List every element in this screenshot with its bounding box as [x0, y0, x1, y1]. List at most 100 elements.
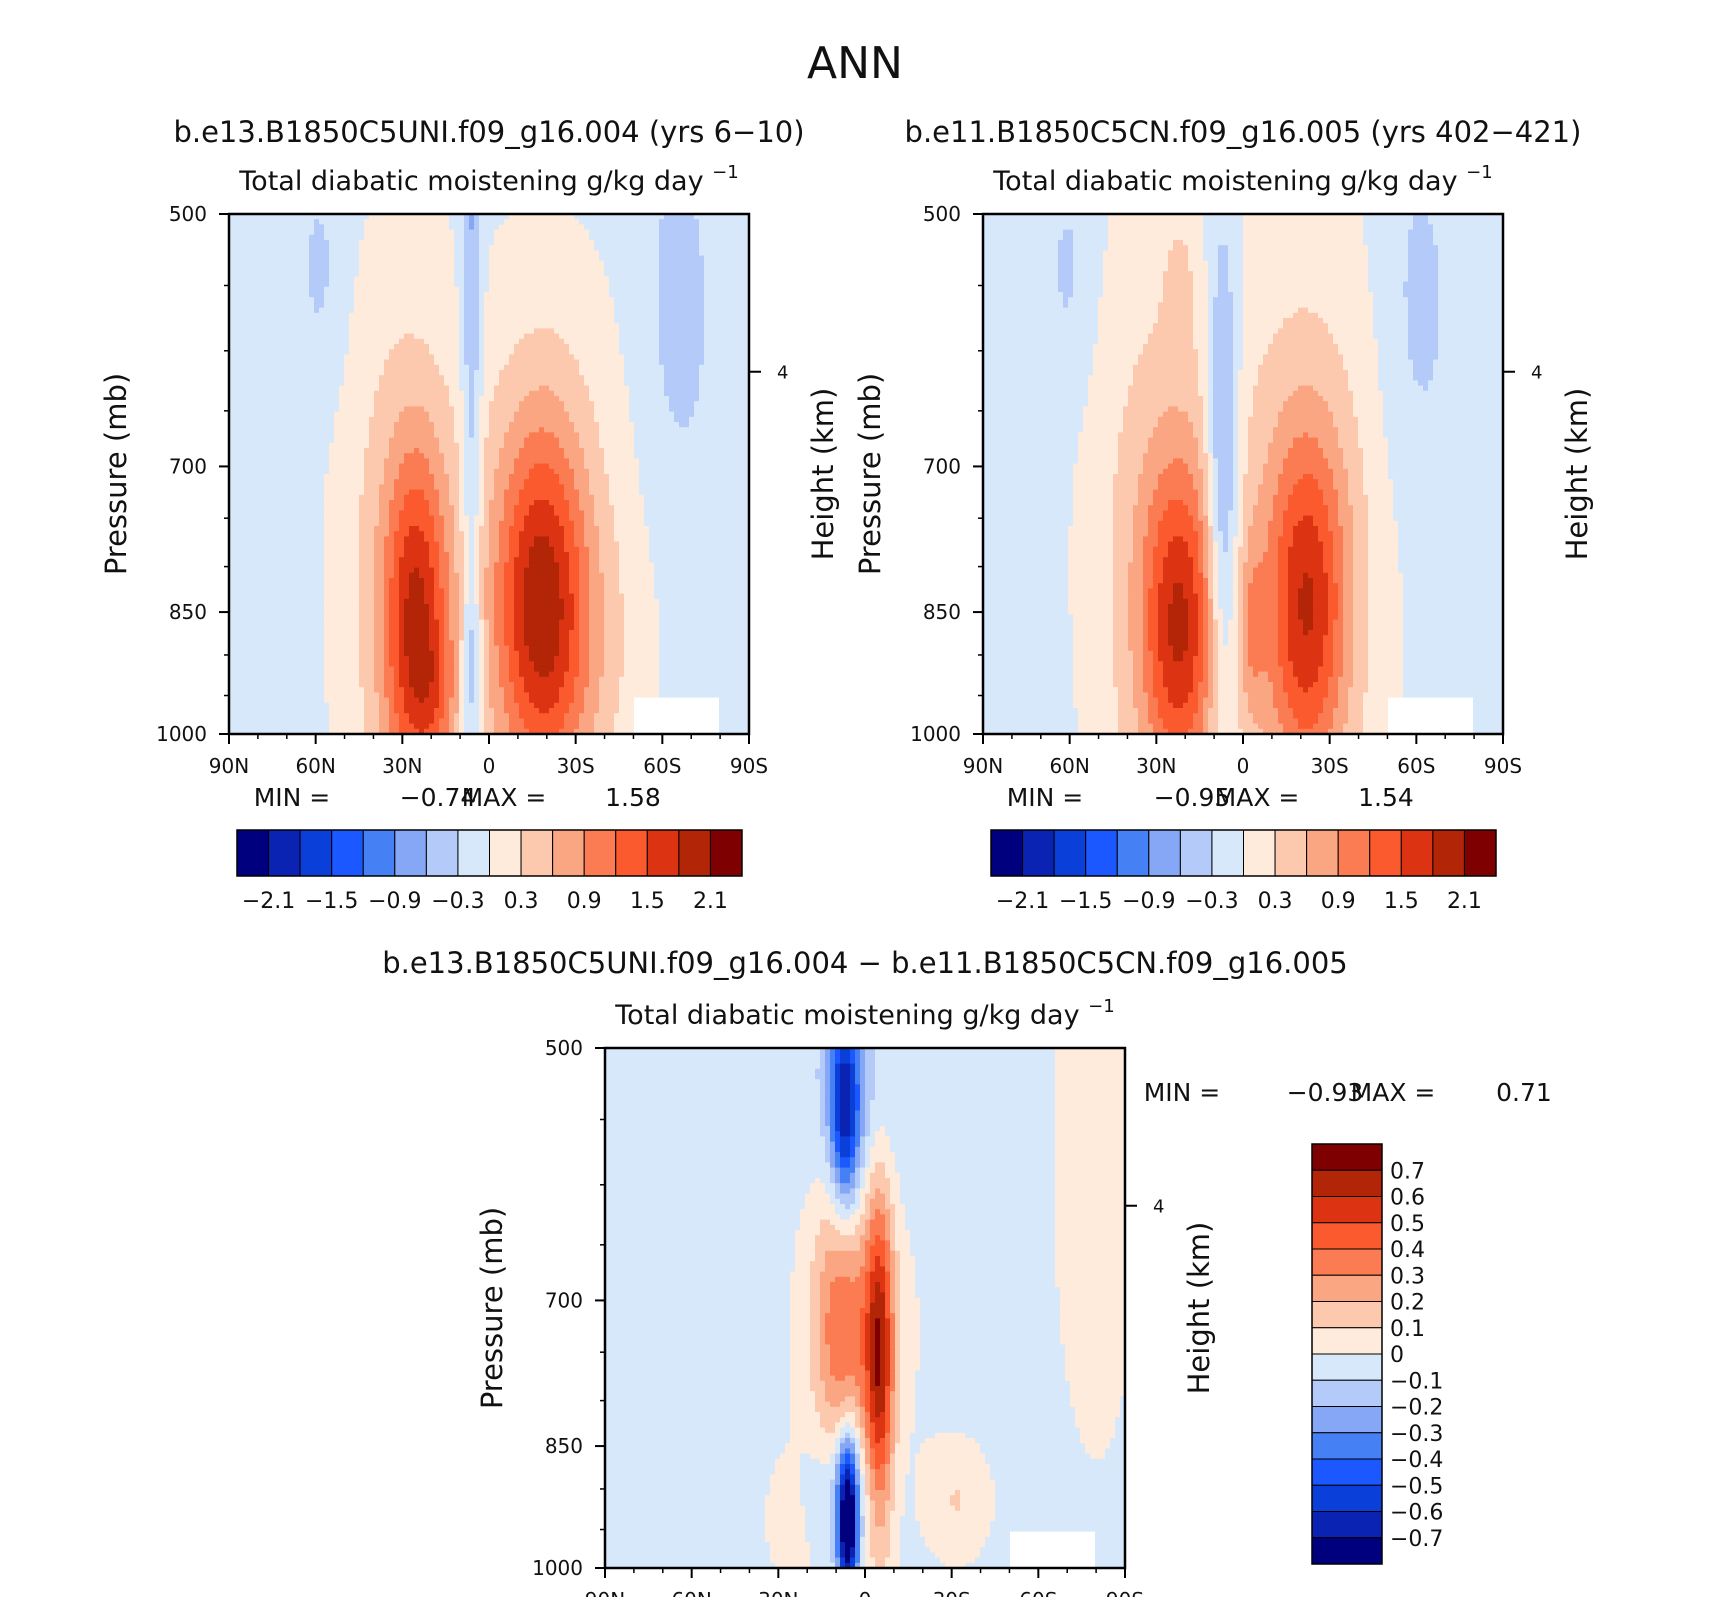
field-cell	[614, 375, 620, 381]
field-cell	[369, 250, 375, 257]
field-cell	[309, 333, 315, 340]
field-cell	[449, 458, 455, 465]
field-cell	[669, 323, 675, 329]
field-cell	[524, 255, 530, 262]
field-cell	[519, 453, 525, 459]
field-cell	[689, 390, 695, 397]
field-cell	[434, 276, 440, 283]
field-cell	[649, 338, 655, 345]
field-cell	[499, 375, 505, 381]
field-cell	[479, 219, 485, 225]
field-cell	[419, 364, 425, 371]
field-cell	[379, 349, 385, 355]
field-cell	[409, 323, 415, 329]
field-cell	[274, 370, 280, 376]
field-cell	[454, 338, 460, 345]
field-cell	[609, 442, 615, 449]
field-cell	[454, 276, 460, 283]
field-cell	[639, 380, 645, 387]
field-cell	[319, 349, 325, 355]
field-cell	[419, 437, 425, 444]
field-cell	[719, 323, 725, 329]
field-cell	[344, 406, 350, 413]
field-cell	[669, 292, 675, 298]
field-cell	[524, 302, 530, 309]
field-cell	[699, 312, 705, 319]
field-cell	[604, 271, 610, 277]
field-cell	[444, 354, 450, 361]
field-cell	[399, 255, 405, 262]
field-cell	[349, 312, 355, 319]
field-cell	[709, 370, 715, 376]
field-cell	[304, 266, 310, 272]
field-cell	[679, 385, 685, 392]
field-cell	[459, 255, 465, 262]
field-cell	[449, 250, 455, 257]
field-cell	[699, 297, 705, 303]
field-cell	[474, 422, 480, 428]
field-cell	[429, 250, 435, 257]
field-cell	[439, 406, 445, 413]
field-cell	[394, 453, 400, 459]
field-cell	[539, 375, 545, 381]
field-cell	[594, 292, 600, 298]
field-cell	[589, 385, 595, 392]
field-cell	[569, 437, 575, 444]
field-cell	[304, 364, 310, 371]
field-cell	[484, 422, 490, 428]
field-cell	[269, 214, 275, 220]
field-cell	[429, 260, 435, 267]
field-cell	[279, 344, 285, 350]
field-cell	[324, 245, 330, 251]
field-cell	[664, 453, 670, 459]
field-cell	[619, 286, 625, 293]
field-cell	[539, 364, 545, 371]
field-cell	[674, 318, 680, 324]
field-cell	[254, 297, 260, 303]
field-cell	[644, 255, 650, 262]
field-cell	[374, 437, 380, 444]
field-cell	[469, 448, 475, 454]
field-cell	[499, 453, 505, 459]
field-cell	[289, 448, 295, 454]
field-cell	[264, 266, 270, 272]
field-cell	[559, 250, 565, 257]
field-cell	[399, 328, 405, 335]
field-cell	[374, 292, 380, 298]
field-cell	[379, 364, 385, 371]
field-cell	[439, 416, 445, 423]
field-cell	[444, 328, 450, 335]
field-cell	[504, 364, 510, 371]
field-cell	[599, 364, 605, 371]
field-cell	[394, 370, 400, 376]
field-cell	[359, 406, 365, 413]
field-cell	[624, 234, 630, 241]
field-cell	[484, 416, 490, 423]
field-cell	[559, 286, 565, 293]
field-cell	[349, 318, 355, 324]
field-cell	[629, 245, 635, 251]
field-cell	[654, 266, 660, 272]
field-cell	[299, 255, 305, 262]
field-cell	[704, 266, 710, 272]
field-cell	[639, 255, 645, 262]
field-cell	[714, 427, 720, 433]
field-cell	[609, 318, 615, 324]
field-cell	[269, 224, 275, 231]
field-cell	[324, 349, 330, 355]
field-cell	[559, 292, 565, 298]
field-cell	[424, 432, 430, 439]
field-cell	[344, 375, 350, 381]
field-cell	[244, 442, 250, 449]
field-cell	[409, 214, 415, 220]
field-cell	[484, 458, 490, 465]
field-cell	[494, 411, 500, 418]
field-cell	[419, 234, 425, 241]
field-cell	[259, 271, 265, 277]
field-cell	[229, 271, 235, 277]
field-cell	[479, 437, 485, 444]
field-cell	[234, 333, 240, 340]
field-cell	[454, 422, 460, 428]
field-cell	[349, 370, 355, 376]
field-cell	[744, 266, 749, 272]
